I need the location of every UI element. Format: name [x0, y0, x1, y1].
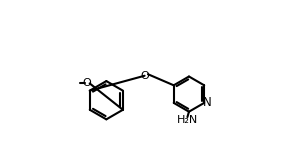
Text: N: N: [203, 96, 211, 109]
Text: H₂N: H₂N: [177, 115, 198, 125]
Text: O: O: [140, 71, 149, 81]
Text: O: O: [83, 78, 91, 88]
